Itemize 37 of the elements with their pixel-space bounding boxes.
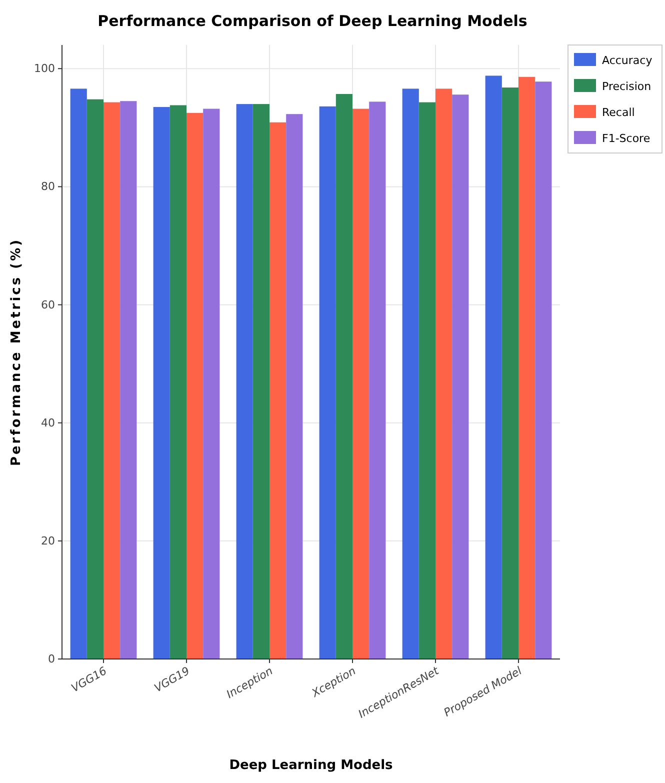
y-tick-label: 0 (48, 652, 55, 666)
bar (70, 88, 87, 659)
bar (319, 106, 336, 659)
bar (186, 112, 204, 659)
bar (336, 94, 352, 659)
bar (418, 102, 436, 659)
bar (402, 88, 419, 659)
bar (104, 102, 120, 659)
bar (452, 94, 469, 659)
bar (170, 105, 186, 659)
bar (535, 82, 552, 659)
bar (153, 106, 170, 659)
bar (436, 88, 452, 659)
bar (369, 102, 386, 659)
bar (286, 114, 303, 659)
y-tick-label: 100 (34, 62, 55, 76)
bar (502, 88, 518, 659)
legend-label: Recall (602, 106, 635, 119)
bar (86, 99, 104, 659)
y-tick-label: 20 (41, 534, 55, 548)
legend-label: F1-Score (602, 132, 650, 145)
legend-label: Accuracy (602, 54, 653, 67)
y-tick-label: 60 (41, 298, 55, 312)
bar (120, 101, 137, 659)
y-tick-label: 40 (41, 416, 55, 430)
bar (518, 76, 536, 659)
y-axis-title: Performance Metrics (%) (9, 238, 24, 466)
y-tick-label: 80 (41, 180, 55, 194)
bar (236, 104, 253, 659)
bar (270, 122, 286, 659)
x-axis-title: Deep Learning Models (229, 758, 394, 773)
bar (252, 104, 270, 659)
bar (203, 108, 220, 659)
legend-label: Precision (602, 80, 652, 93)
chart-title: Performance Comparison of Deep Learning Models (98, 12, 528, 30)
bar (352, 108, 370, 659)
bar (485, 76, 502, 659)
